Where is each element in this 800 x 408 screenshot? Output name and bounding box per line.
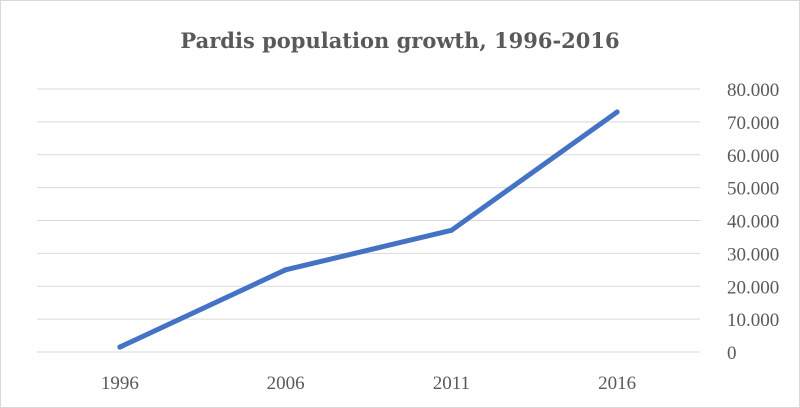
data-point: [448, 227, 454, 233]
chart-title: Pardis population growth, 1996-2016: [180, 28, 620, 53]
x-tick-label: 2016: [598, 373, 636, 394]
x-axis-tick-labels: 1996 2006 2011 2016: [101, 373, 636, 394]
y-tick-label: 70.000: [727, 113, 779, 134]
data-point: [117, 344, 123, 350]
y-tick-label: 30.000: [727, 244, 779, 265]
y-tick-label: 0: [727, 343, 737, 364]
series-layer: [117, 109, 620, 350]
x-tick-label: 2011: [433, 373, 470, 394]
data-point: [614, 109, 620, 115]
data-point: [283, 267, 289, 273]
series-line: [117, 109, 620, 350]
y-tick-label: 20.000: [727, 277, 779, 298]
y-axis-tick-labels: 0 10.000 20.000 30.000 40.000 50.000 60.000 70.…: [727, 80, 779, 364]
x-tick-label: 2006: [267, 373, 305, 394]
y-tick-label: 50.000: [727, 179, 779, 200]
y-tick-label: 60.000: [727, 146, 779, 167]
y-tick-label: 40.000: [727, 212, 779, 233]
y-tick-label: 10.000: [727, 310, 779, 331]
gridlines: [37, 88, 700, 353]
y-tick-label: 80.000: [727, 80, 779, 101]
x-tick-label: 1996: [101, 373, 139, 394]
